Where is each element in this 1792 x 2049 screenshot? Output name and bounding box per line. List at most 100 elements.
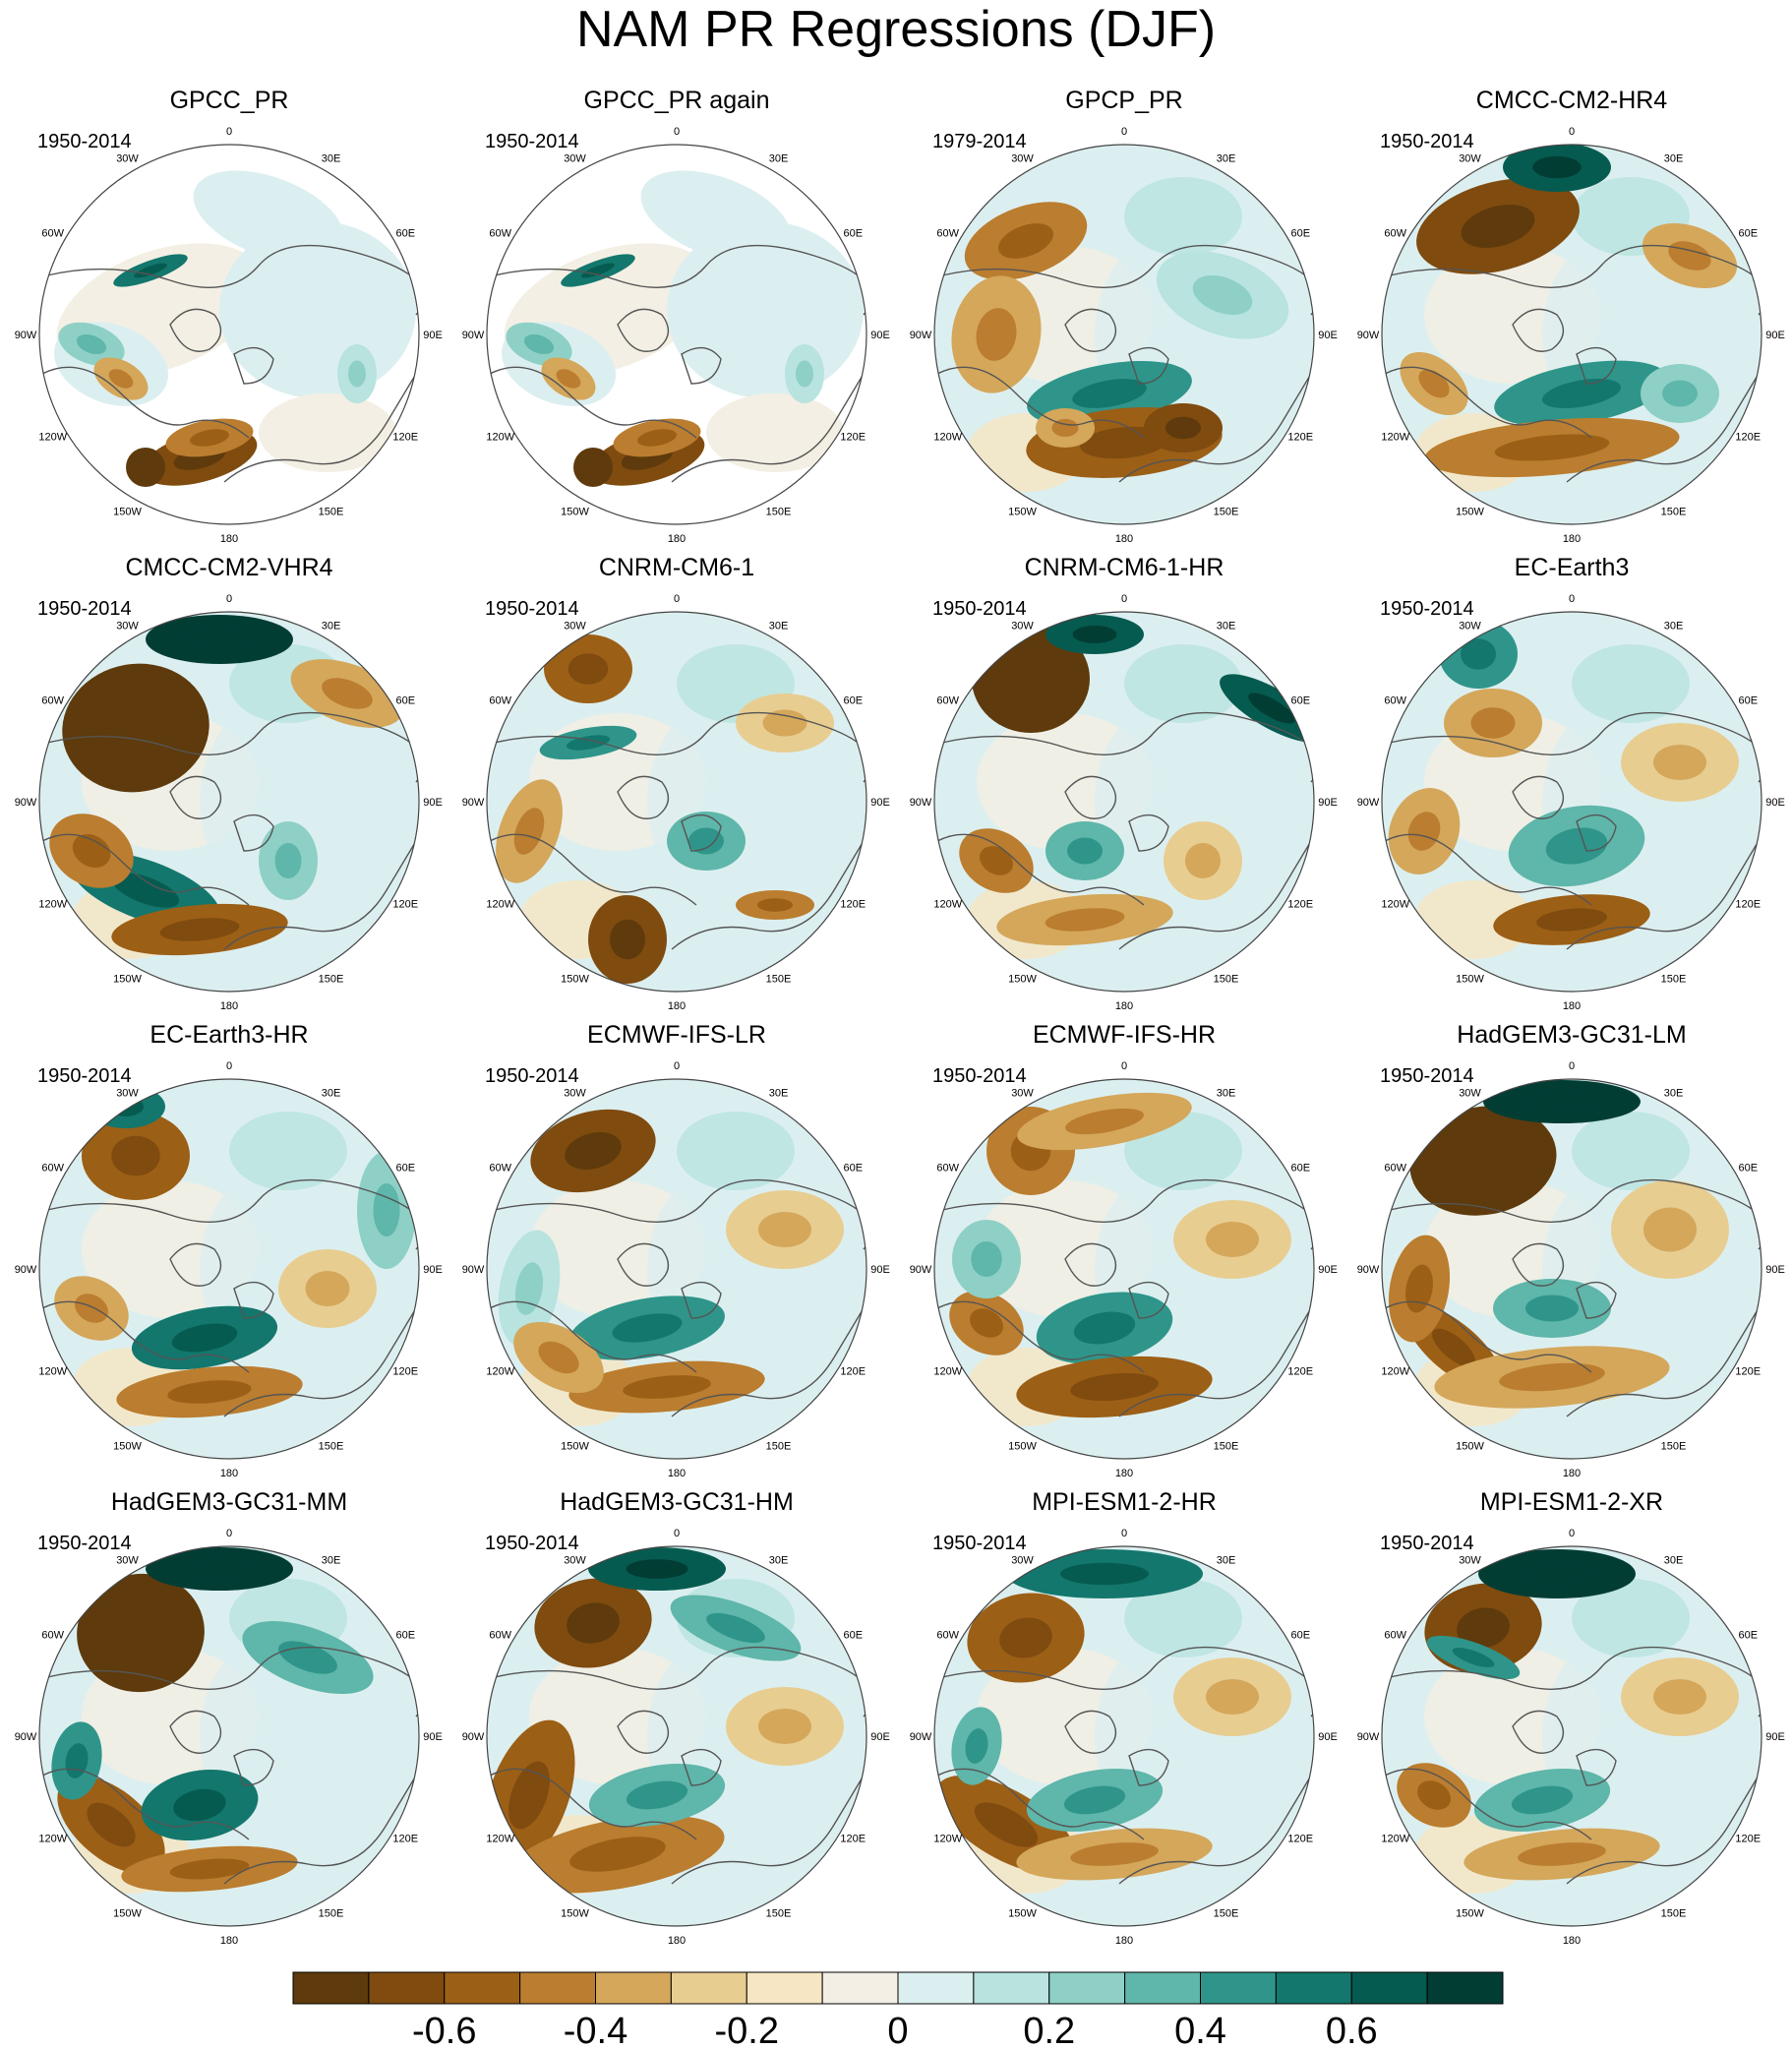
panel-title: GPCP_PR	[1065, 87, 1182, 114]
map-boundary	[933, 611, 1315, 993]
panel-title: ECMWF-IFS-LR	[587, 1021, 766, 1049]
period-label: 1950-2014	[485, 1533, 579, 1554]
longitude-label: 90E	[1318, 1264, 1338, 1276]
longitude-label: 90E	[870, 1731, 890, 1743]
longitude-label: 180	[220, 533, 238, 545]
coastline	[617, 308, 670, 352]
map-panel: CNRM-CM6-1 1950-2014 180 150E 120E 90E 60E 30E 0…	[462, 554, 890, 1012]
anomaly-core	[1457, 1607, 1510, 1649]
period-label: 1950-2014	[485, 1065, 579, 1087]
anomaly-core	[976, 308, 1017, 361]
longitude-label: 30W	[1011, 621, 1034, 633]
longitude-label: 150E	[1661, 1907, 1687, 1919]
colorbar-tick-label: 0.6	[1326, 2011, 1378, 2049]
anomaly-core	[538, 1341, 579, 1374]
precip-field	[934, 1079, 1314, 1459]
anomaly-core	[688, 827, 724, 855]
longitude-label: 180	[220, 1468, 238, 1479]
coastline	[169, 308, 222, 352]
land-coverage	[193, 170, 344, 263]
field-shade	[1572, 1579, 1690, 1657]
longitude-label: 150W	[561, 1907, 589, 1919]
longitude-label: 30E	[1217, 1088, 1236, 1100]
colorbar-swatch	[973, 1971, 1050, 2005]
colorbar-swatch	[670, 1971, 747, 2005]
field-shade	[1572, 644, 1690, 723]
longitude-label: 90W	[462, 330, 485, 341]
colorbar-swatch	[1275, 1971, 1352, 2005]
coastline	[46, 1178, 419, 1250]
anomaly-core	[134, 263, 167, 278]
figure-title: NAM PR Regressions (DJF)	[575, 1, 1217, 58]
longitude-label: 120W	[933, 1366, 962, 1378]
anomaly-core	[1407, 812, 1441, 851]
anomaly-core	[159, 918, 240, 941]
coastline	[1566, 1775, 1760, 1885]
longitude-label: 0	[1569, 593, 1575, 605]
colorbar-tick-label: -0.6	[412, 2011, 476, 2049]
longitude-label: 120W	[486, 899, 514, 911]
coastline	[489, 1768, 697, 1840]
anomaly-core	[1470, 707, 1516, 739]
longitude-label: 60E	[1290, 695, 1310, 707]
coastline	[1512, 1710, 1565, 1754]
longitude-label: 30W	[1459, 621, 1481, 633]
field-shade	[1124, 1579, 1242, 1657]
anomaly-core	[706, 1612, 765, 1644]
longitude-label: 120E	[1735, 1366, 1761, 1378]
longitude-label: 150E	[319, 506, 344, 517]
period-label: 1950-2014	[932, 1533, 1027, 1554]
anomaly-core	[1518, 1842, 1606, 1866]
precip-field	[487, 1079, 866, 1459]
longitude-label: 150E	[319, 973, 344, 985]
longitude-label: 150E	[1214, 506, 1239, 517]
panels-grid: GPCC_PR 1950-2014 180 150E 120E 90E 60E 30E 0 30W…	[15, 87, 1785, 1947]
anomaly-core	[274, 843, 302, 878]
anomaly-core	[111, 1135, 160, 1176]
anomaly-core	[1526, 1092, 1597, 1112]
panel-title: HadGEM3-GC31-HM	[560, 1488, 794, 1516]
map-boundary	[933, 1078, 1315, 1460]
coastline	[494, 711, 866, 783]
longitude-label: 90W	[910, 1731, 932, 1743]
longitude-label: 120E	[840, 432, 866, 444]
period-label: 1950-2014	[37, 598, 132, 620]
longitude-label: 60E	[395, 695, 415, 707]
coastline	[223, 1307, 417, 1417]
map-panel: GPCP_PR 1979-2014 180 150E 120E 90E 60E 30E 0 30W…	[910, 87, 1338, 545]
longitude-label: 60W	[489, 1630, 511, 1642]
longitude-label: 30E	[1664, 153, 1684, 165]
anomaly-core	[1063, 1785, 1126, 1815]
longitude-label: 60E	[395, 228, 415, 240]
map-boundary	[1381, 1545, 1762, 1927]
map-panel: EC-Earth3-HR 1950-2014 180 150E 120E 90E 60E 30…	[15, 1021, 443, 1479]
map-boundary	[486, 1545, 867, 1927]
coastline	[671, 373, 865, 483]
longitude-label: 120E	[1287, 432, 1313, 444]
longitude-label: 120W	[486, 432, 514, 444]
longitude-label: 180	[668, 533, 686, 545]
coastline	[169, 775, 222, 819]
anomaly-core	[567, 1602, 620, 1644]
coastline	[1128, 346, 1169, 385]
colorbar: -0.6 -0.4 -0.2 0 0.2 0.4 0.6	[292, 1971, 1504, 2049]
longitude-label: 90E	[423, 1264, 443, 1276]
precip-field	[1382, 612, 1762, 992]
land-coverage	[259, 393, 396, 472]
anomaly-core	[173, 1788, 226, 1822]
longitude-label: 60W	[41, 228, 64, 240]
longitude-label: 150W	[561, 506, 589, 517]
anomaly-core	[970, 1308, 1003, 1338]
coastline	[233, 1748, 274, 1786]
coastline	[233, 814, 274, 852]
longitude-label: 90E	[423, 330, 443, 341]
longitude-label: 180	[1115, 1468, 1133, 1479]
coastline	[41, 833, 250, 906]
longitude-label: 90E	[1765, 1264, 1785, 1276]
colorbar-swatch	[746, 1971, 823, 2005]
anomaly-core	[1542, 378, 1621, 409]
precip-field	[934, 1546, 1314, 1926]
longitude-label: 30E	[322, 1555, 341, 1567]
longitude-label: 90W	[15, 330, 37, 341]
longitude-label: 30W	[1011, 1555, 1034, 1567]
